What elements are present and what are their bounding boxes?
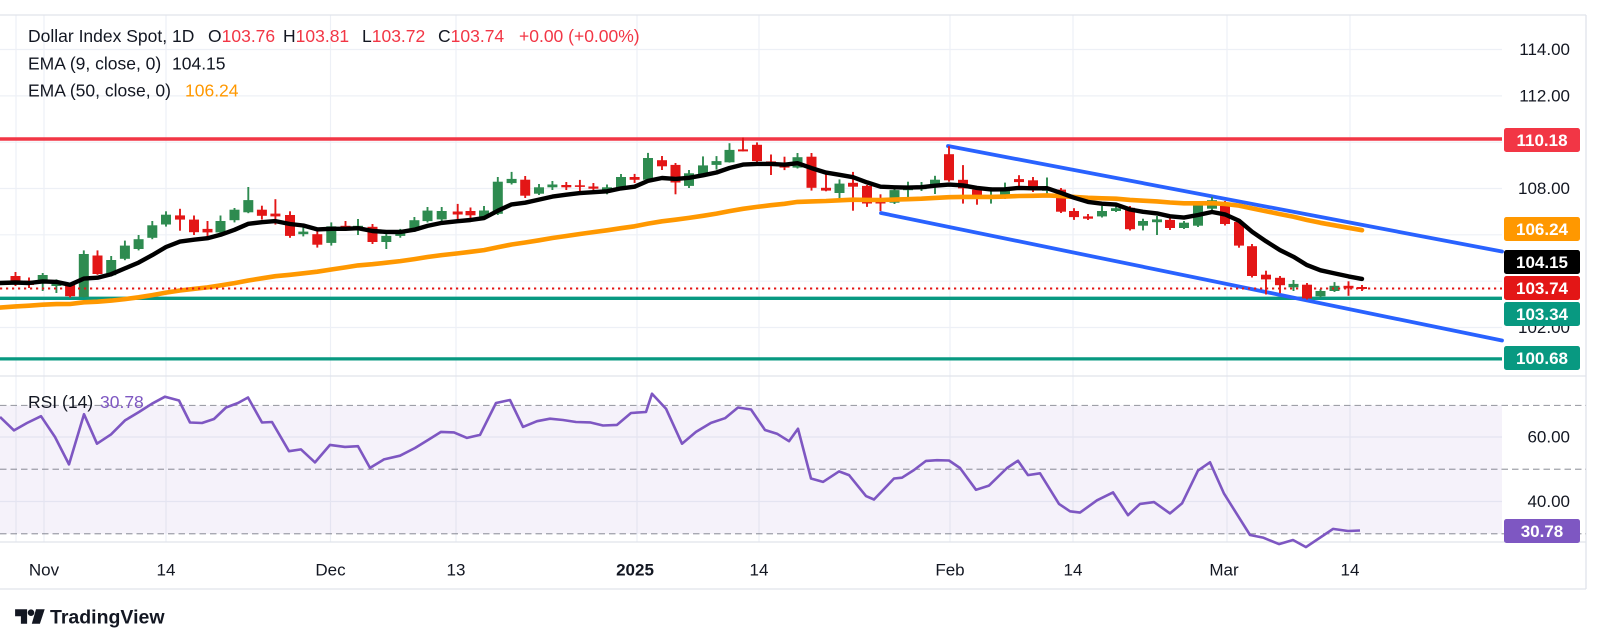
svg-text:40.00: 40.00 xyxy=(1527,492,1570,511)
svg-text:14: 14 xyxy=(157,561,176,580)
svg-text:14: 14 xyxy=(1341,561,1360,580)
svg-text:14: 14 xyxy=(1064,561,1083,580)
svg-text:110.18: 110.18 xyxy=(1516,131,1567,150)
svg-text:13: 13 xyxy=(447,561,466,580)
svg-text:103.74: 103.74 xyxy=(1516,279,1569,298)
svg-text:Dec: Dec xyxy=(315,561,346,580)
svg-text:106.24: 106.24 xyxy=(1516,220,1569,239)
svg-text:112.00: 112.00 xyxy=(1519,86,1570,105)
svg-text:100.68: 100.68 xyxy=(1516,349,1568,368)
svg-text:TradingView: TradingView xyxy=(50,607,165,629)
svg-text:EMA (50, close, 0)106.24: EMA (50, close, 0) 106.24 xyxy=(28,81,239,101)
svg-text:103.34: 103.34 xyxy=(1516,305,1569,324)
svg-text:Feb: Feb xyxy=(935,561,964,580)
svg-text:60.00: 60.00 xyxy=(1527,428,1570,447)
svg-text:114.00: 114.00 xyxy=(1519,40,1570,59)
svg-text:30.78: 30.78 xyxy=(1521,522,1564,541)
svg-text:RSI (14)30.78: RSI (14) 30.78 xyxy=(28,392,144,412)
svg-text:Nov: Nov xyxy=(29,561,60,580)
svg-text:108.00: 108.00 xyxy=(1518,179,1570,198)
svg-text:14: 14 xyxy=(750,561,769,580)
svg-text:EMA (9, close, 0)104.15: EMA (9, close, 0) 104.15 xyxy=(28,54,226,74)
svg-text:2025: 2025 xyxy=(616,561,654,580)
svg-text:Mar: Mar xyxy=(1209,561,1239,580)
svg-text:104.15: 104.15 xyxy=(1516,253,1568,272)
